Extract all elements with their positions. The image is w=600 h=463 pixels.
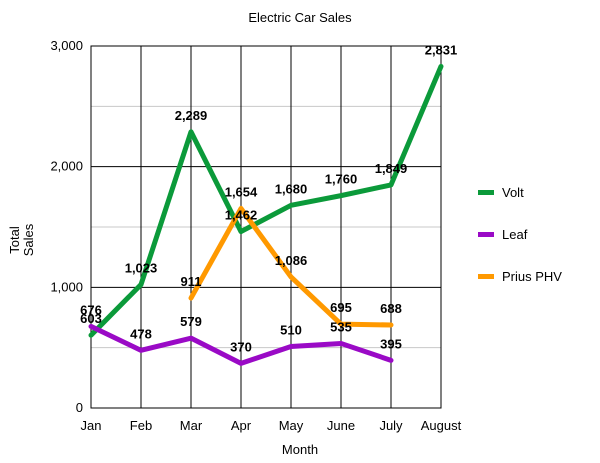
data-label-leaf: 370 [230,339,252,354]
series-line-volt [88,63,444,338]
x-tick-label: Jan [81,418,102,433]
data-label-prius-phv: 1,654 [225,184,258,199]
legend: Volt Leaf Prius PHV [478,182,562,308]
legend-item-prius-phv[interactable]: Prius PHV [478,266,562,287]
series-line-prius-phv [188,205,394,328]
data-label-volt: 1,849 [375,161,408,176]
x-axis-label: Month [281,442,319,457]
legend-item-leaf[interactable]: Leaf [478,224,562,245]
data-label-prius-phv: 688 [380,301,402,316]
y-tick-label: 1,000 [50,279,83,294]
chart-title: Electric Car Sales [248,10,352,25]
plot-frame [90,45,442,409]
x-tick-label: Mar [180,418,203,433]
y-tick-label: 2,000 [50,159,83,174]
legend-label-prius-phv: Prius PHV [502,269,562,284]
data-label-leaf: 579 [180,314,202,329]
x-tick-label: August [421,418,462,433]
y-axis-label: Total Sales [7,223,36,257]
series-line-leaf [88,323,394,366]
data-label-volt: 2,831 [425,42,458,57]
data-label-volt: 1,023 [125,261,158,276]
data-label-leaf: 676 [80,302,102,317]
data-label-volt: 2,289 [175,108,208,123]
data-label-prius-phv: 911 [181,274,202,289]
legend-item-volt[interactable]: Volt [478,182,562,203]
x-tick-label: June [327,418,355,433]
x-tick-label: July [379,418,403,433]
data-label-volt: 1,462 [225,208,258,223]
data-label-leaf: 395 [380,336,402,351]
y-tick-label: 3,000 [50,38,83,53]
data-label-prius-phv: 695 [330,300,352,315]
data-label-leaf: 478 [130,326,152,341]
y-tick-label: 0 [76,400,83,415]
x-tick-label: May [279,418,304,433]
x-tick-label: Feb [130,418,152,433]
data-label-leaf: 510 [280,322,302,337]
data-label-volt: 1,760 [325,172,358,187]
data-label-volt: 603 [80,311,102,326]
legend-swatch-prius-phv [478,274,494,279]
legend-swatch-volt [478,190,494,195]
data-label-volt: 1,680 [275,181,308,196]
legend-swatch-leaf [478,232,494,237]
legend-label-leaf: Leaf [502,227,528,242]
legend-label-volt: Volt [502,185,524,200]
data-label-leaf: 535 [330,319,352,334]
x-tick-label: Apr [231,418,252,433]
data-label-prius-phv: 1,086 [275,253,308,268]
